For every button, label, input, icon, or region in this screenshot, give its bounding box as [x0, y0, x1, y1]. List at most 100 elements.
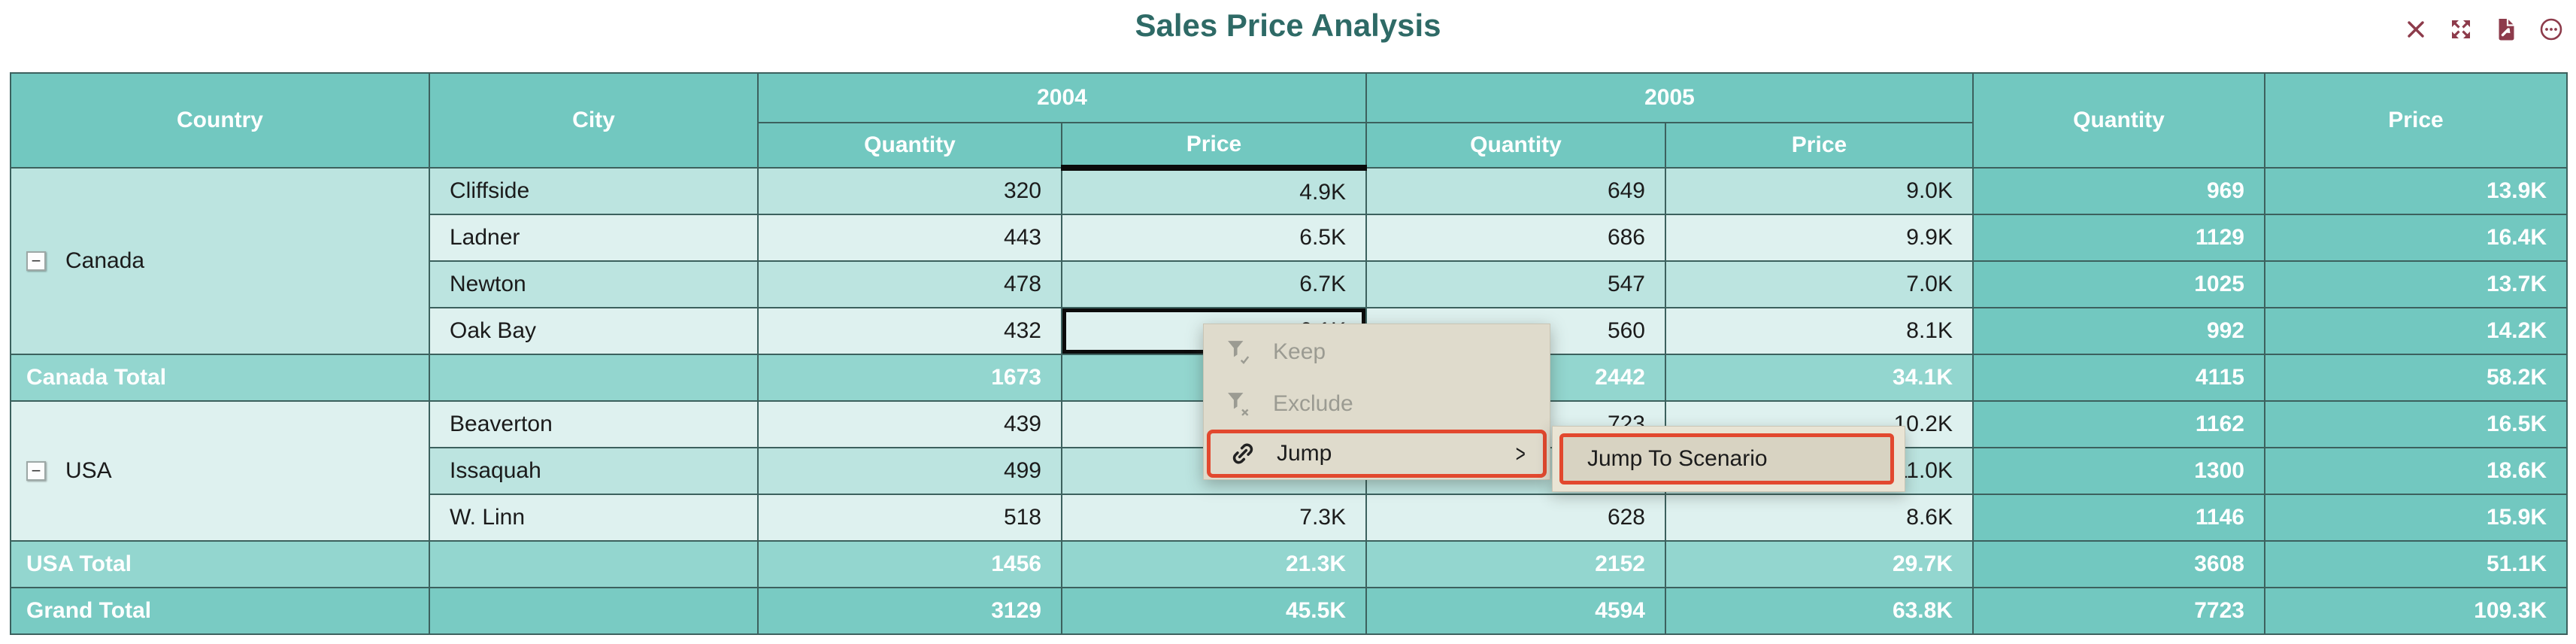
menu-item-exclude[interactable]: Exclude [1204, 378, 1550, 430]
quantity-2004-cell[interactable]: 1673 [757, 354, 1062, 402]
price-2005-cell[interactable]: 34.1K [1665, 354, 1974, 402]
city-cell[interactable]: Newton [429, 260, 759, 308]
collapse-button-usa[interactable]: − [26, 461, 46, 481]
city-cell[interactable]: W. Linn [429, 494, 759, 542]
menu-item-label: Keep [1273, 339, 1326, 364]
price-2004-cell[interactable]: 4.9K [1061, 167, 1367, 215]
col-header-quantity-2004[interactable]: Quantity [757, 122, 1062, 169]
quantity-2004-cell[interactable]: 443 [757, 214, 1062, 262]
collapse-button-canada[interactable]: − [26, 251, 46, 271]
total-row-label[interactable]: Canada Total [10, 354, 430, 402]
price-2005-cell[interactable]: 9.0K [1665, 167, 1974, 215]
quantity-2004-cell[interactable]: 432 [757, 307, 1062, 355]
col-header-city[interactable]: City [429, 72, 759, 169]
menu-item-jump[interactable]: Jump > [1207, 430, 1547, 478]
table-row: Newton 478 6.7K 547 7.0K 1025 13.7K [11, 260, 2568, 308]
total-quantity-cell[interactable]: 1146 [1972, 494, 2265, 542]
total-quantity-cell[interactable]: 7723 [1972, 587, 2265, 635]
total-row-label[interactable]: USA Total [10, 540, 430, 588]
quantity-2005-cell[interactable]: 4594 [1365, 587, 1666, 635]
more-options-button[interactable] [2538, 17, 2564, 42]
quantity-2005-cell[interactable]: 649 [1365, 167, 1666, 215]
total-quantity-cell[interactable]: 1025 [1972, 260, 2265, 308]
total-quantity-cell[interactable]: 992 [1972, 307, 2265, 355]
total-price-cell[interactable]: 109.3K [2264, 587, 2568, 635]
city-cell[interactable]: Cliffside [429, 167, 759, 215]
submenu-chevron-icon: > [1516, 439, 1526, 467]
country-label: USA [65, 458, 112, 483]
table-row: Ladner 443 6.5K 686 9.9K 1129 16.4K [11, 214, 2568, 262]
price-2004-cell[interactable]: 45.5K [1061, 587, 1367, 635]
menu-item-jump-to-scenario[interactable]: Jump To Scenario [1559, 433, 1894, 485]
total-price-cell[interactable]: 13.9K [2264, 167, 2568, 215]
quantity-2005-cell[interactable]: 2152 [1365, 540, 1666, 588]
city-cell[interactable]: Issaquah [429, 447, 759, 495]
total-price-cell[interactable]: 14.2K [2264, 307, 2568, 355]
link-icon [1232, 443, 1253, 464]
quantity-2005-cell[interactable]: 628 [1365, 494, 1666, 542]
price-2005-cell[interactable]: 7.0K [1665, 260, 1974, 308]
context-menu: Keep Exclude Jump > [1203, 324, 1550, 480]
close-button[interactable] [2403, 17, 2429, 42]
price-2005-cell[interactable]: 8.1K [1665, 307, 1974, 355]
price-2004-cell[interactable]: 7.3K [1061, 494, 1367, 542]
group-cell-usa[interactable]: − USA [10, 400, 430, 542]
quantity-2004-cell[interactable]: 518 [757, 494, 1062, 542]
city-cell[interactable] [429, 587, 759, 635]
quantity-2004-cell[interactable]: 478 [757, 260, 1062, 308]
total-price-cell[interactable]: 16.4K [2264, 214, 2568, 262]
col-header-price-2005[interactable]: Price [1665, 122, 1974, 169]
quantity-2004-cell[interactable]: 1456 [757, 540, 1062, 588]
city-cell[interactable]: Beaverton [429, 400, 759, 448]
country-label: Canada [65, 248, 145, 273]
maximize-icon [2452, 20, 2470, 38]
menu-item-keep[interactable]: Keep [1204, 326, 1550, 378]
col-header-quantity-2005[interactable]: Quantity [1365, 122, 1666, 169]
quantity-2005-cell[interactable]: 547 [1365, 260, 1666, 308]
total-price-cell[interactable]: 58.2K [2264, 354, 2568, 402]
quantity-2005-cell[interactable]: 686 [1365, 214, 1666, 262]
total-price-cell[interactable]: 16.5K [2264, 400, 2568, 448]
window-controls [2403, 17, 2564, 42]
quantity-2004-cell[interactable]: 439 [757, 400, 1062, 448]
price-2005-cell[interactable]: 63.8K [1665, 587, 1974, 635]
price-2005-cell[interactable]: 29.7K [1665, 540, 1974, 588]
city-cell[interactable] [429, 540, 759, 588]
total-price-cell[interactable]: 15.9K [2264, 494, 2568, 542]
grand-total-row: Grand Total 3129 45.5K 4594 63.8K 7723 1… [10, 587, 2568, 635]
menu-item-label: Exclude [1273, 390, 1353, 416]
quantity-2004-cell[interactable]: 320 [757, 167, 1062, 215]
maximize-button[interactable] [2448, 17, 2474, 42]
menu-item-label: Jump To Scenario [1587, 446, 1768, 471]
total-quantity-cell[interactable]: 969 [1972, 167, 2265, 215]
total-quantity-cell[interactable]: 1129 [1972, 214, 2265, 262]
group-cell-canada[interactable]: − Canada [10, 167, 430, 355]
price-2004-cell[interactable]: 21.3K [1061, 540, 1367, 588]
col-header-year-2005[interactable]: 2005 [1365, 72, 1974, 123]
price-2004-cell[interactable]: 6.7K [1061, 260, 1367, 308]
quantity-2004-cell[interactable]: 3129 [757, 587, 1062, 635]
price-2005-cell[interactable]: 9.9K [1665, 214, 1974, 262]
col-header-year-2004[interactable]: 2004 [757, 72, 1367, 123]
city-cell[interactable]: Ladner [429, 214, 759, 262]
quantity-2004-cell[interactable]: 499 [757, 447, 1062, 495]
total-quantity-cell[interactable]: 4115 [1972, 354, 2265, 402]
grand-total-label[interactable]: Grand Total [10, 587, 430, 635]
city-cell[interactable]: Oak Bay [429, 307, 759, 355]
export-button[interactable] [2493, 17, 2519, 42]
total-quantity-cell[interactable]: 1162 [1972, 400, 2265, 448]
city-cell[interactable] [429, 354, 759, 402]
price-2005-cell[interactable]: 8.6K [1665, 494, 1974, 542]
table-row: − Canada Cliffside 320 4.9K 649 9.0K 969… [10, 167, 2568, 355]
total-price-cell[interactable]: 51.1K [2264, 540, 2568, 588]
price-2004-cell[interactable]: 6.5K [1061, 214, 1367, 262]
total-price-cell[interactable]: 18.6K [2264, 447, 2568, 495]
total-price-cell[interactable]: 13.7K [2264, 260, 2568, 308]
total-quantity-cell[interactable]: 3608 [1972, 540, 2265, 588]
col-header-total-price[interactable]: Price [2264, 72, 2568, 169]
close-icon [2408, 21, 2424, 38]
col-header-country[interactable]: Country [10, 72, 430, 169]
col-header-total-quantity[interactable]: Quantity [1972, 72, 2265, 169]
col-header-price-2004[interactable]: Price [1061, 122, 1367, 171]
total-quantity-cell[interactable]: 1300 [1972, 447, 2265, 495]
